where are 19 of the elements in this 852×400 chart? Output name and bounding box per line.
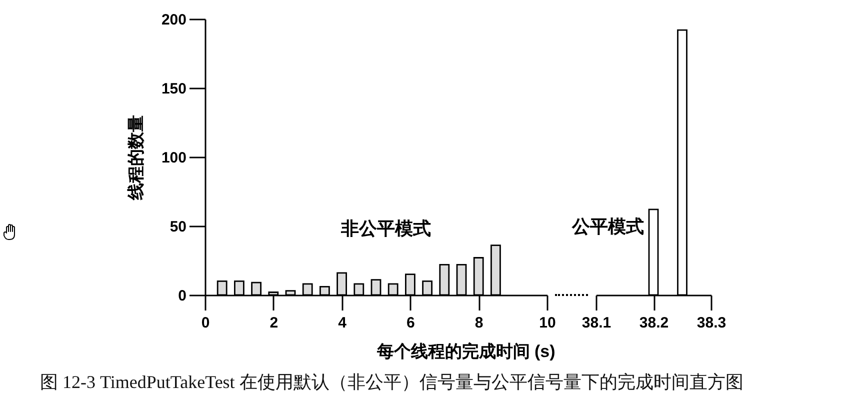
y-tick-label: 0	[178, 288, 186, 305]
x-tick-label: 8	[474, 314, 484, 332]
x-tick-label: 2	[270, 314, 278, 332]
y-tick-label: 50	[170, 218, 186, 236]
series-label: 非公平模式	[340, 218, 431, 239]
x-tick-label: 10	[539, 314, 556, 332]
y-tick-label: 100	[161, 150, 186, 167]
x-tick-label: 4	[338, 314, 348, 332]
x-tick-label: 6	[406, 314, 415, 332]
x-tick-label: 0	[201, 314, 210, 332]
x-tick-label: 38.2	[639, 314, 669, 332]
x-tick-label: 38.1	[582, 314, 612, 332]
x-axis-title: 每个线程的完成时间 (s)	[376, 341, 556, 364]
x-tick-label: 38.3	[696, 314, 726, 332]
y-axis-title: 线程的数量	[126, 115, 146, 202]
caption: 图 12-3 TimedPutTakeTest 在使用默认（非公平）信号量与公平信号量下的完成时间直方图	[40, 371, 744, 394]
y-tick-label: 200	[161, 12, 186, 29]
series-label: 公平模式	[571, 216, 644, 237]
y-tick-label: 150	[161, 80, 186, 98]
